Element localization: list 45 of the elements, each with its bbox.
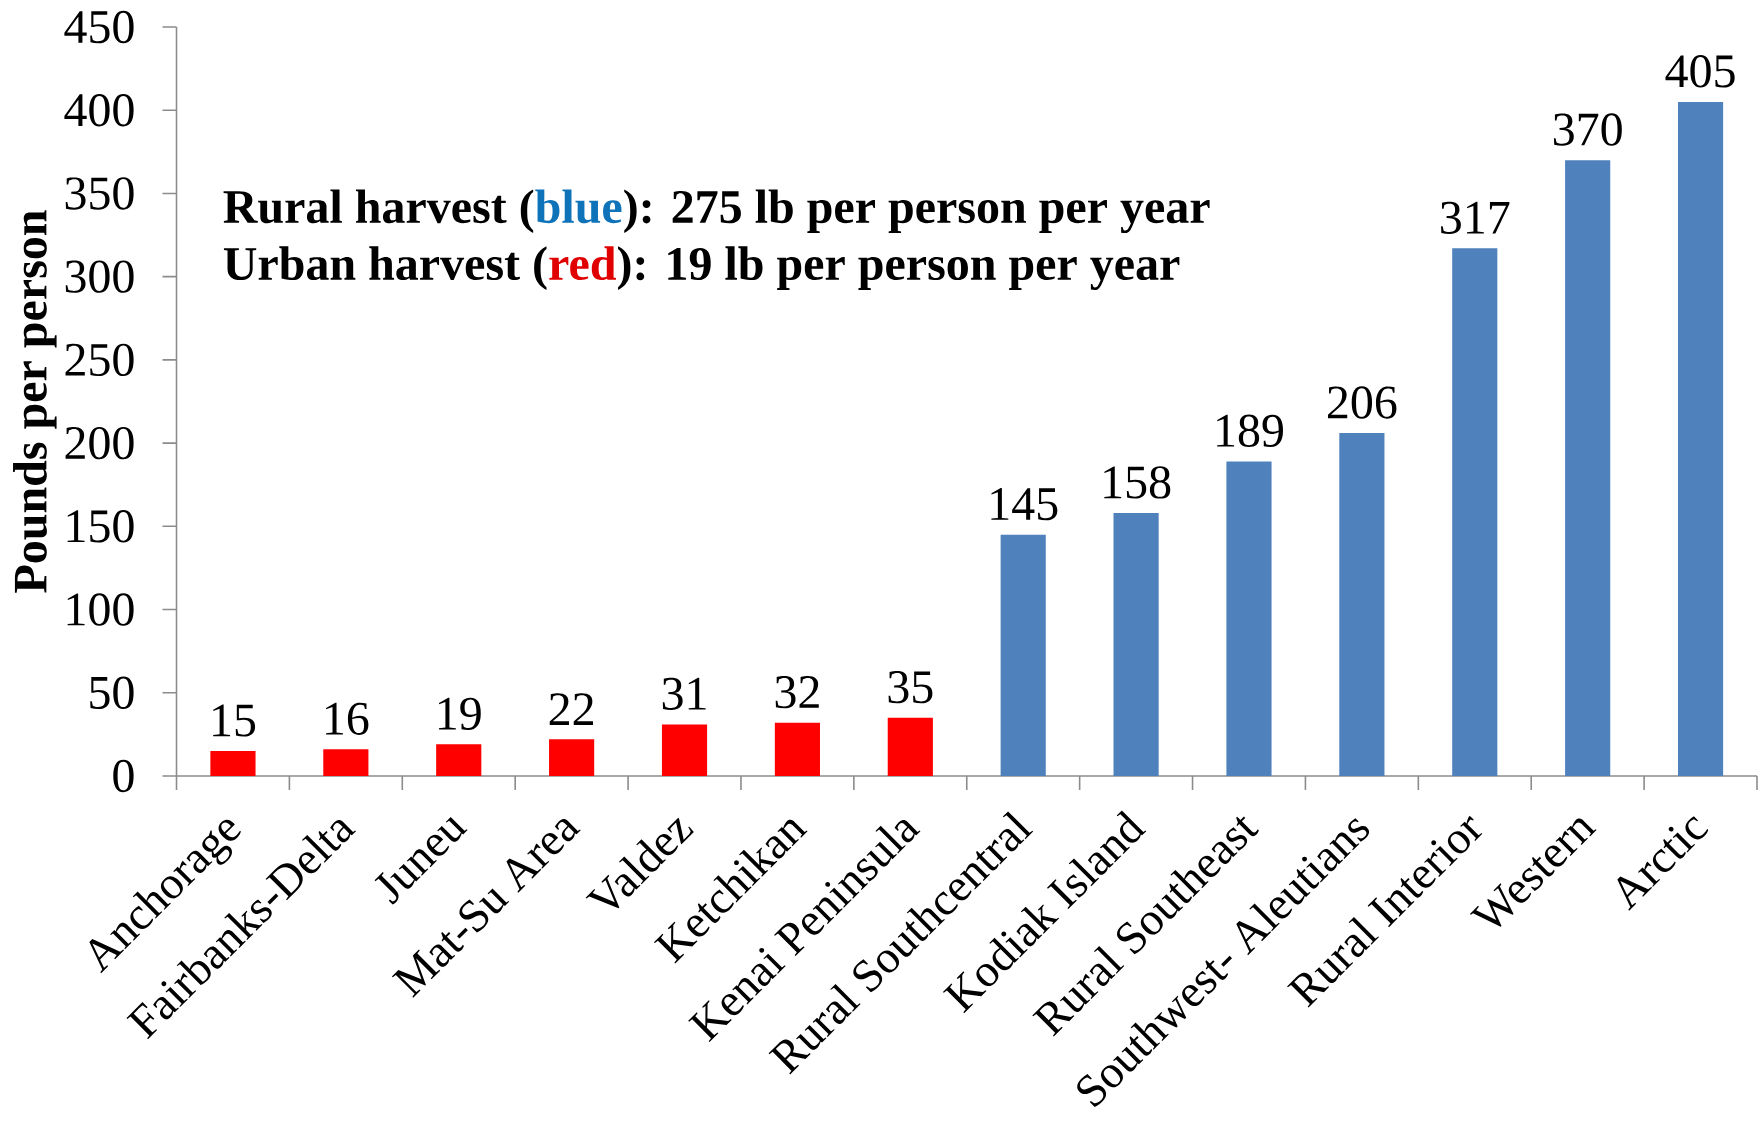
bar — [1113, 513, 1159, 776]
data-label: 317 — [1441, 201, 1510, 234]
data-label: 22 — [549, 693, 593, 725]
bar — [210, 751, 256, 776]
annotation: ): 275 lb per person per year — [624, 189, 1210, 234]
bar — [549, 739, 595, 776]
y-axis-title: Pounds per person — [13, 210, 57, 593]
y-tick-label: 300 — [65, 260, 134, 293]
data-label: 35 — [888, 671, 933, 704]
annotation: blue — [535, 189, 622, 224]
annotation: Rural harvest ( — [223, 189, 534, 233]
data-label: 19 — [438, 697, 481, 730]
y-tick-label: 350 — [65, 177, 134, 210]
data-label: 370 — [1553, 113, 1622, 146]
bar — [1452, 248, 1498, 776]
y-tick-label: 450 — [64, 10, 134, 44]
bar — [1226, 461, 1272, 776]
y-tick-label: 150 — [67, 510, 134, 543]
annotation: Urban harvest ( — [223, 246, 547, 290]
bar — [887, 717, 933, 776]
bar — [774, 722, 820, 776]
y-tick-label: 250 — [65, 343, 134, 377]
annotation: red — [549, 246, 616, 281]
data-label: 15 — [213, 704, 256, 737]
data-label: 16 — [326, 702, 369, 735]
y-tick-label: 50 — [90, 676, 134, 709]
data-label: 189 — [1217, 414, 1283, 448]
y-tick-label: 400 — [64, 94, 134, 127]
bar — [661, 724, 708, 776]
data-label: 206 — [1327, 386, 1397, 419]
bar — [1677, 101, 1724, 776]
data-label: 405 — [1665, 55, 1735, 88]
y-tick-label: 100 — [67, 593, 134, 626]
bar — [436, 744, 482, 776]
bar — [1000, 534, 1046, 776]
data-label: 145 — [991, 488, 1058, 521]
bar — [1339, 433, 1385, 776]
bar — [323, 749, 369, 776]
y-tick-label: 200 — [65, 426, 134, 460]
data-label: 158 — [1104, 466, 1171, 499]
annotation: ): 19 lb per person per year — [618, 246, 1180, 290]
y-tick-label: 0 — [113, 759, 134, 793]
bar — [1565, 160, 1611, 776]
data-label: 32 — [775, 676, 819, 709]
data-label: 31 — [662, 677, 706, 710]
